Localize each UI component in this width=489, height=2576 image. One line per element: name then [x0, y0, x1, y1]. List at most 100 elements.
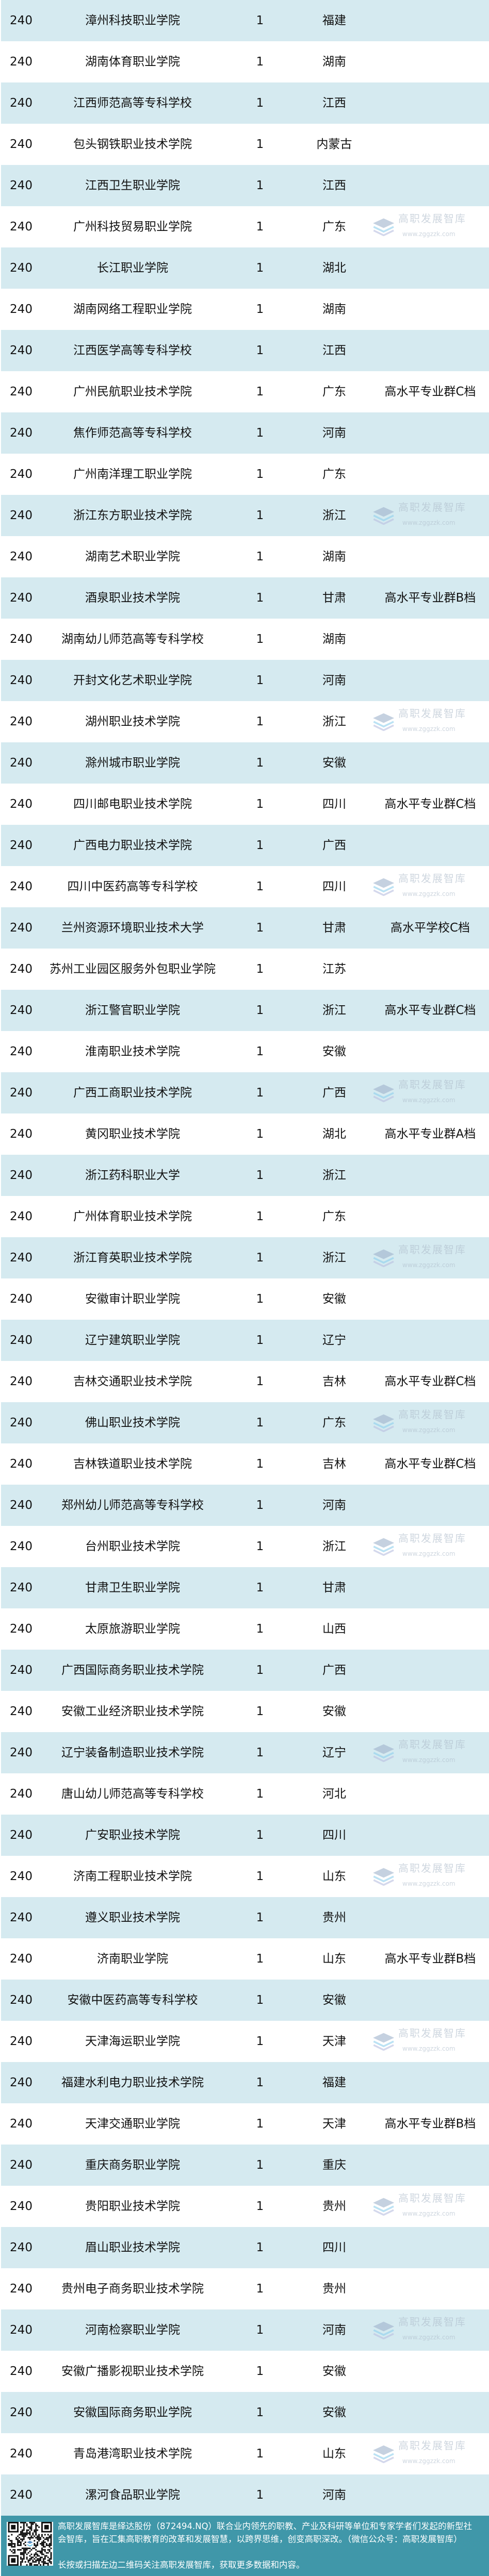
level-cell: 高水平专业群A档	[384, 1127, 476, 1141]
school-name-cell: 湖南艺术职业学院	[85, 550, 180, 563]
count-cell: 1	[256, 2199, 264, 2213]
level-cell	[380, 2145, 481, 2186]
count-cell: 1	[256, 1746, 264, 1759]
table-row: 240 江西医学高等专科学校 1 江西	[1, 330, 489, 371]
school-name-cell: 太原旅游职业学院	[85, 1622, 180, 1636]
table-row: 240 黄冈职业技术学院 1 湖北 高水平专业群A档	[1, 1114, 489, 1155]
count-cell: 1	[256, 2034, 264, 2048]
rank-cell: 240	[10, 261, 32, 275]
table-row: 240 辽宁装备制造职业技术学院 1 辽宁	[1, 1732, 489, 1773]
province-cell: 广东	[322, 220, 346, 234]
school-name-cell: 青岛港湾职业技术学院	[73, 2447, 192, 2461]
count-cell: 1	[256, 1086, 264, 1100]
count-cell: 1	[256, 467, 264, 481]
province-cell: 安徽	[322, 1993, 346, 2007]
level-cell: 高水平专业群B档	[384, 1952, 476, 1966]
level-cell	[380, 0, 481, 41]
level-cell	[380, 536, 481, 577]
table-row: 240 广西电力职业技术学院 1 广西	[1, 825, 489, 866]
level-cell	[380, 1897, 481, 1938]
rank-cell: 240	[10, 1168, 32, 1182]
province-cell: 湖南	[322, 550, 346, 563]
school-name-cell: 酒泉职业技术学院	[85, 591, 180, 605]
province-cell: 河南	[322, 2323, 346, 2337]
footer-intro-line-1: 高职发展智库是绎达股份（872494.NQ）联合业内领先的职教、产业及科研等单位…	[58, 2521, 472, 2531]
count-cell: 1	[256, 838, 264, 852]
count-cell: 1	[256, 1787, 264, 1801]
count-cell: 1	[256, 2488, 264, 2502]
level-cell	[380, 412, 481, 454]
rank-cell: 240	[10, 178, 32, 192]
table-row: 240 漯河食品职业学院 1 河南	[1, 2474, 489, 2516]
school-name-cell: 辽宁装备制造职业技术学院	[61, 1746, 204, 1759]
province-cell: 内蒙古	[316, 137, 352, 151]
count-cell: 1	[256, 1498, 264, 1512]
rank-cell: 240	[10, 797, 32, 811]
province-cell: 湖北	[322, 261, 346, 275]
province-cell: 天津	[322, 2034, 346, 2048]
rank-cell: 240	[10, 1209, 32, 1223]
school-name-cell: 台州职业技术学院	[85, 1539, 180, 1553]
count-cell: 1	[256, 220, 264, 234]
count-cell: 1	[256, 1127, 264, 1141]
rank-cell: 240	[10, 550, 32, 563]
table-row: 240 辽宁建筑职业学院 1 辽宁	[1, 1320, 489, 1361]
table-row: 240 吉林铁道职业技术学院 1 吉林 高水平专业群C档	[1, 1443, 489, 1485]
school-name-cell: 济南职业学院	[97, 1952, 168, 1966]
qr-code-icon[interactable]	[7, 2522, 53, 2566]
rank-cell: 240	[10, 1581, 32, 1594]
level-cell: 高水平专业群B档	[384, 2117, 476, 2131]
count-cell: 1	[256, 2158, 264, 2172]
count-cell: 1	[256, 2075, 264, 2089]
table-row: 240 吉林交通职业技术学院 1 吉林 高水平专业群C档	[1, 1361, 489, 1402]
rank-cell: 240	[10, 137, 32, 151]
rank-cell: 240	[10, 1292, 32, 1306]
table-row: 240 天津海运职业学院 1 天津	[1, 2021, 489, 2062]
table-row: 240 安徽国际商务职业学院 1 安徽	[1, 2392, 489, 2433]
level-cell	[380, 1691, 481, 1732]
province-cell: 甘肃	[322, 1581, 346, 1594]
province-cell: 江西	[322, 178, 346, 192]
count-cell: 1	[256, 1952, 264, 1966]
province-cell: 河南	[322, 1498, 346, 1512]
count-cell: 1	[256, 1869, 264, 1883]
table-row: 240 长江职业学院 1 湖北	[1, 247, 489, 289]
count-cell: 1	[256, 55, 264, 69]
school-name-cell: 江西卫生职业学院	[85, 178, 180, 192]
school-name-cell: 黄冈职业技术学院	[85, 1127, 180, 1141]
school-name-cell: 佛山职业技术学院	[85, 1416, 180, 1430]
table-row: 240 安徽审计职业学院 1 安徽	[1, 1278, 489, 1320]
province-cell: 福建	[322, 13, 346, 27]
province-cell: 广西	[322, 1086, 346, 1100]
level-cell: 高水平专业群C档	[384, 797, 476, 811]
school-name-cell: 浙江东方职业技术学院	[73, 508, 192, 522]
level-cell	[380, 1155, 481, 1196]
province-cell: 贵州	[322, 1910, 346, 1924]
school-name-cell: 贵阳职业技术学院	[85, 2199, 180, 2213]
province-cell: 浙江	[322, 508, 346, 522]
province-cell: 湖南	[322, 302, 346, 316]
rank-cell: 240	[10, 220, 32, 234]
table-row: 240 太原旅游职业学院 1 山西	[1, 1608, 489, 1650]
rank-cell: 240	[10, 2117, 32, 2131]
table-row: 240 湖南网络工程职业学院 1 湖南	[1, 289, 489, 330]
rank-cell: 240	[10, 2282, 32, 2296]
rank-cell: 240	[10, 1086, 32, 1100]
rank-cell: 240	[10, 1663, 32, 1677]
level-cell	[380, 330, 481, 371]
rank-cell: 240	[10, 1333, 32, 1347]
rank-cell: 240	[10, 2034, 32, 2048]
rank-cell: 240	[10, 1787, 32, 1801]
school-name-cell: 广西工商职业技术学院	[73, 1086, 192, 1100]
province-cell: 贵州	[322, 2282, 346, 2296]
count-cell: 1	[256, 1704, 264, 1718]
school-name-cell: 安徽国际商务职业学院	[73, 2405, 192, 2419]
province-cell: 河南	[322, 2488, 346, 2502]
table-row: 240 台州职业技术学院 1 浙江	[1, 1526, 489, 1567]
level-cell	[380, 866, 481, 907]
province-cell: 河南	[322, 673, 346, 687]
level-cell: 高水平专业群C档	[384, 1457, 476, 1471]
count-cell: 1	[256, 756, 264, 770]
table-row: 240 开封文化艺术职业学院 1 河南	[1, 660, 489, 701]
province-cell: 江西	[322, 96, 346, 110]
